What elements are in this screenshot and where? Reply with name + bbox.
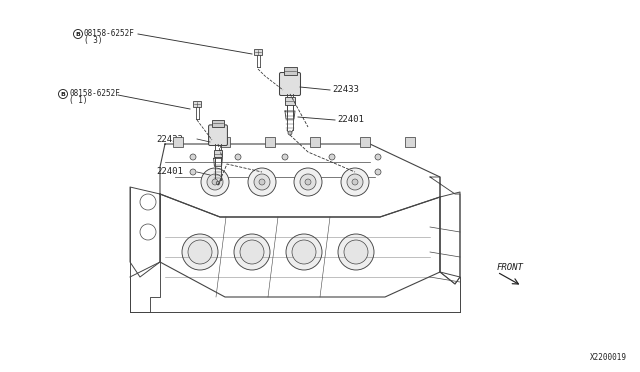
Bar xyxy=(173,137,183,147)
Circle shape xyxy=(305,179,311,185)
Circle shape xyxy=(341,168,369,196)
Circle shape xyxy=(329,154,335,160)
Text: 22433: 22433 xyxy=(332,86,359,94)
Bar xyxy=(285,97,295,105)
Circle shape xyxy=(212,179,218,185)
Circle shape xyxy=(347,174,363,190)
Circle shape xyxy=(216,181,220,185)
Circle shape xyxy=(182,234,218,270)
Bar xyxy=(265,137,275,147)
Circle shape xyxy=(235,154,241,160)
Text: X2200019: X2200019 xyxy=(590,353,627,362)
Text: ( 1): ( 1) xyxy=(69,96,88,106)
Circle shape xyxy=(282,154,288,160)
Circle shape xyxy=(344,240,368,264)
Circle shape xyxy=(248,168,276,196)
Bar xyxy=(405,137,415,147)
Circle shape xyxy=(375,169,381,175)
Circle shape xyxy=(288,131,292,135)
Circle shape xyxy=(294,168,322,196)
Circle shape xyxy=(375,154,381,160)
Circle shape xyxy=(259,179,265,185)
Bar xyxy=(193,101,201,107)
Text: B: B xyxy=(61,92,65,96)
Circle shape xyxy=(300,174,316,190)
Circle shape xyxy=(338,234,374,270)
Text: 08158-6252F: 08158-6252F xyxy=(84,29,135,38)
Circle shape xyxy=(292,240,316,264)
Circle shape xyxy=(201,168,229,196)
Text: 22401: 22401 xyxy=(156,167,183,176)
Bar xyxy=(360,137,370,147)
Bar xyxy=(254,49,262,55)
Circle shape xyxy=(190,169,196,175)
FancyBboxPatch shape xyxy=(280,73,301,96)
Circle shape xyxy=(207,174,223,190)
Text: FRONT: FRONT xyxy=(497,263,524,272)
FancyBboxPatch shape xyxy=(284,67,296,74)
Circle shape xyxy=(286,234,322,270)
Circle shape xyxy=(352,179,358,185)
Bar xyxy=(310,137,320,147)
Circle shape xyxy=(190,154,196,160)
Bar xyxy=(220,137,230,147)
FancyBboxPatch shape xyxy=(209,125,227,145)
Circle shape xyxy=(254,174,270,190)
Text: 08158-6252F: 08158-6252F xyxy=(69,90,120,99)
Circle shape xyxy=(240,240,264,264)
FancyBboxPatch shape xyxy=(212,120,224,127)
Text: ( 3): ( 3) xyxy=(84,36,102,45)
Text: B: B xyxy=(76,32,81,36)
Circle shape xyxy=(234,234,270,270)
Text: 22433: 22433 xyxy=(156,135,183,144)
Text: 22401: 22401 xyxy=(337,115,364,125)
Bar xyxy=(214,150,223,157)
Circle shape xyxy=(188,240,212,264)
